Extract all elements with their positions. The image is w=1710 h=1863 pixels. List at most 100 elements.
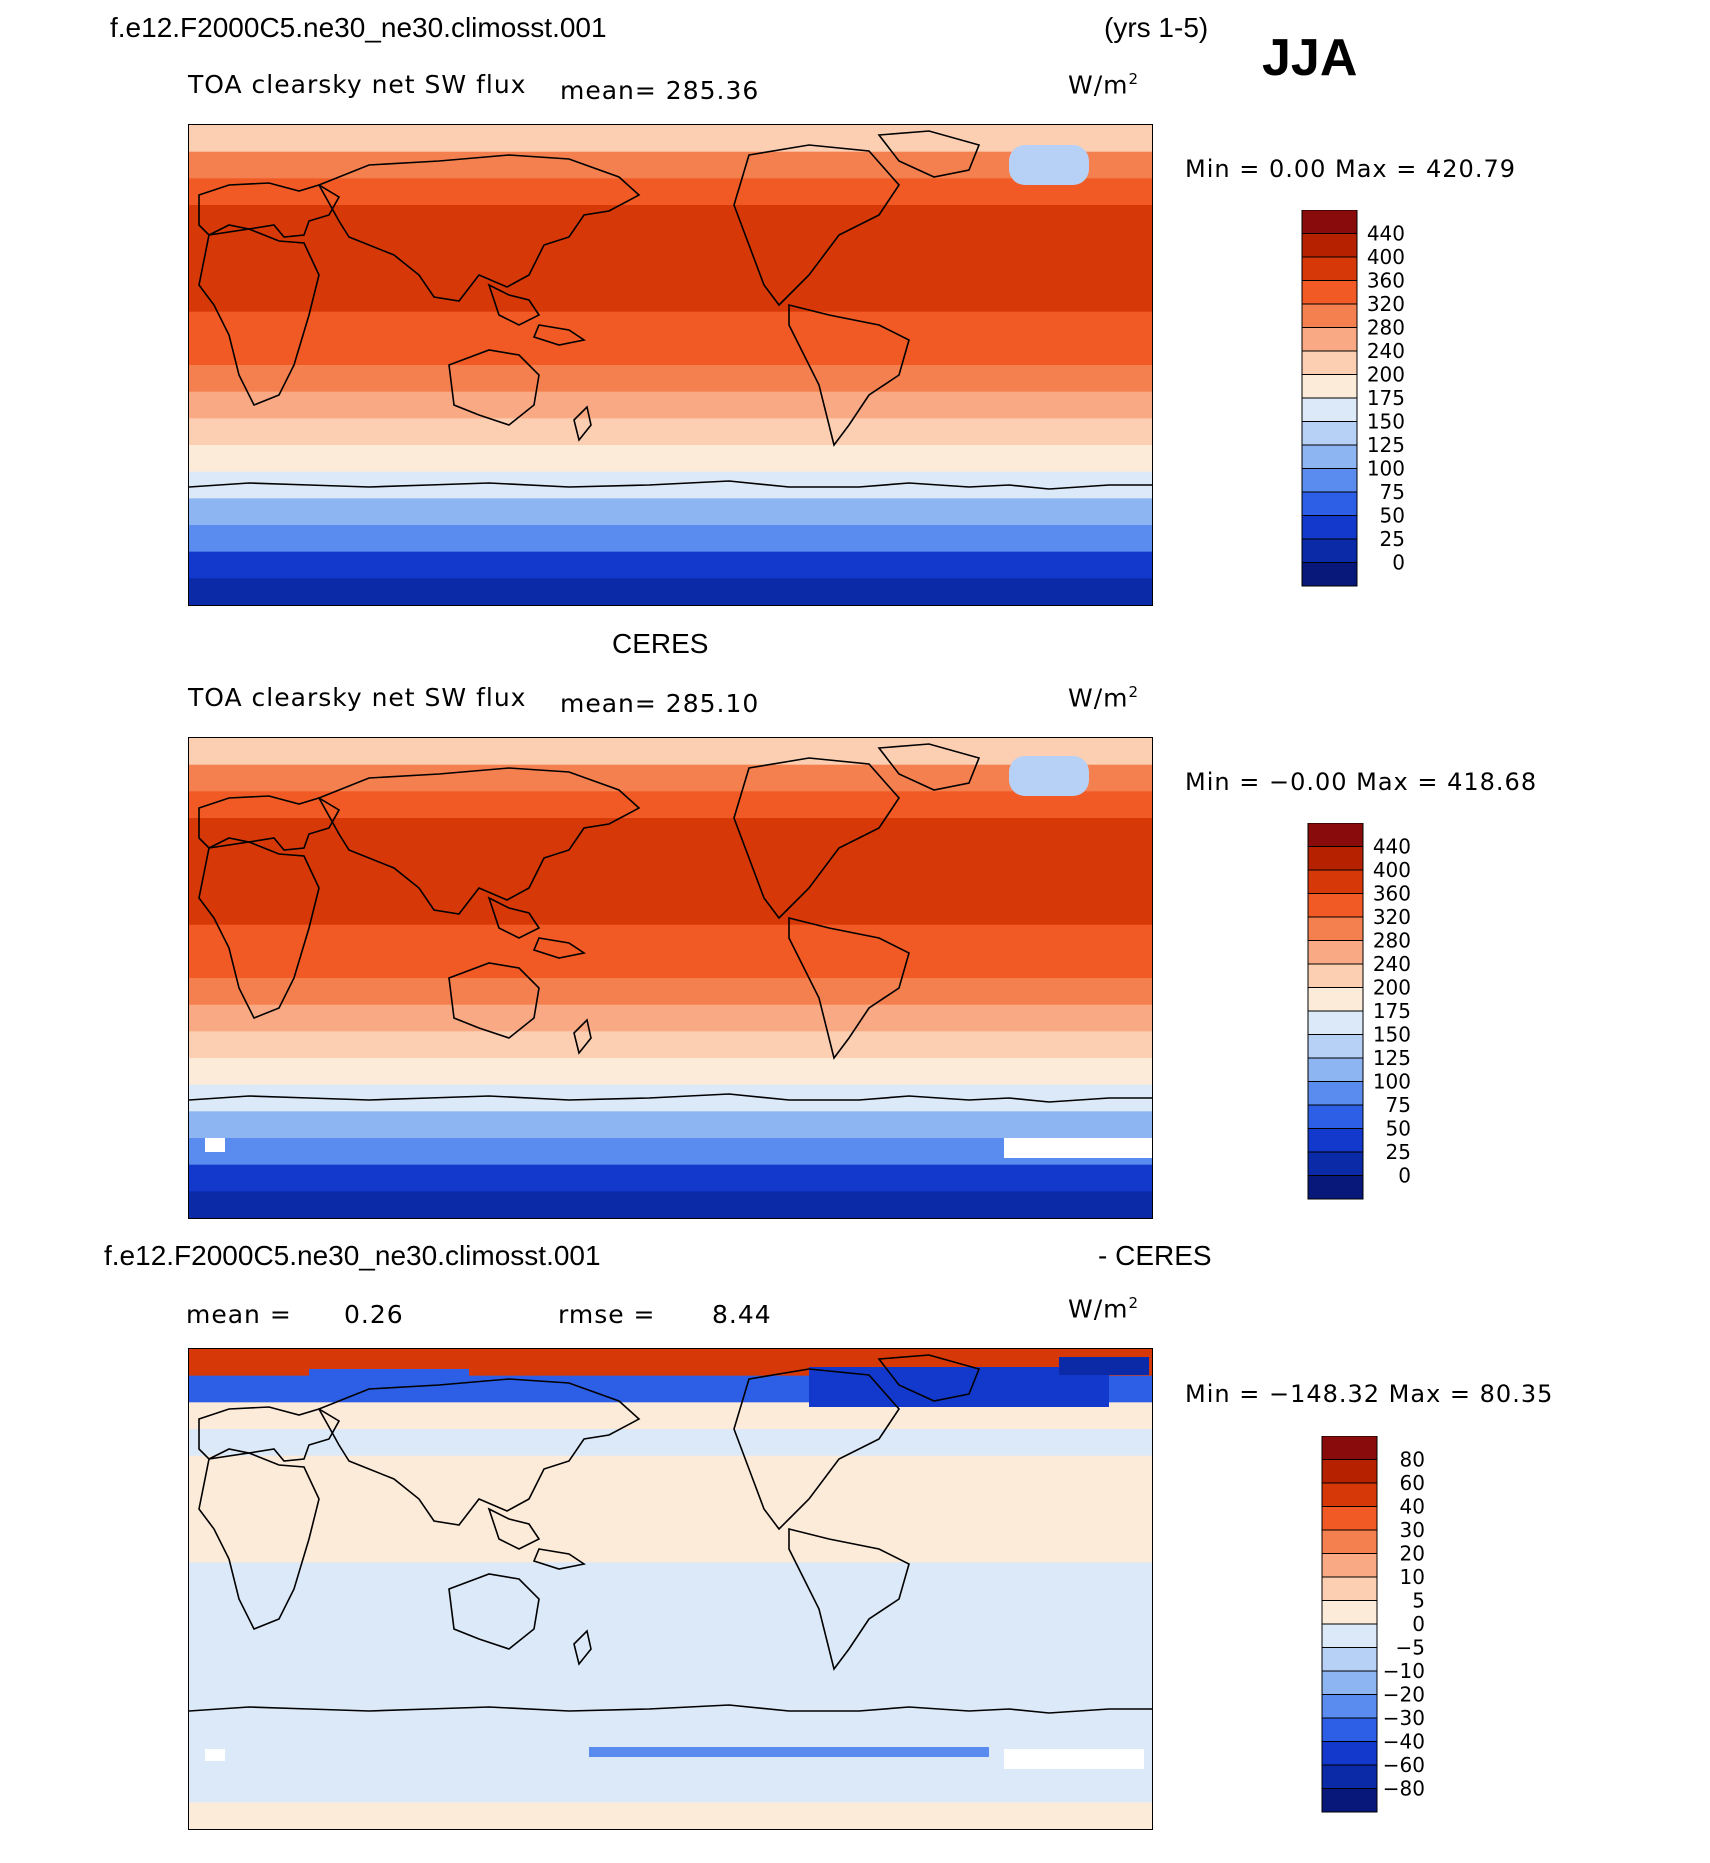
zonal-band-0	[189, 738, 1152, 766]
panel1-map	[188, 124, 1153, 606]
zonal-band-5	[189, 1482, 1152, 1510]
zonal-band-9	[189, 1589, 1152, 1617]
colorbar-tick-label-8: 150	[1367, 410, 1405, 434]
coastline-8	[788, 1527, 910, 1671]
coastline-9	[877, 743, 981, 791]
colorbar-tick-label-3: 320	[1367, 292, 1405, 316]
colorbar-swatch-1	[1321, 1459, 1378, 1484]
zonal-band-3	[189, 818, 1152, 846]
zonal-band-8	[189, 1562, 1152, 1590]
panel3-mean-label: mean =	[186, 1300, 292, 1329]
zonal-band-0	[189, 125, 1152, 153]
anomaly-patch-0	[189, 1349, 1152, 1363]
zonal-band-5	[189, 258, 1152, 286]
coastline-5	[448, 962, 540, 1039]
colorbar-swatch-12	[1321, 1717, 1378, 1742]
colorbar-swatch-2	[1307, 869, 1364, 894]
panel3-minus-ceres: - CERES	[1098, 1240, 1212, 1271]
colorbar-swatch-7	[1321, 1600, 1378, 1625]
colorbar-swatch-5	[1301, 327, 1358, 352]
colorbar-tick-label-10: −20	[1383, 1683, 1425, 1707]
zonal-band-10	[189, 1004, 1152, 1033]
colorbar-tick-label-1: 60	[1400, 1471, 1425, 1495]
zonal-band-4	[189, 231, 1152, 260]
colorbar-swatch-3	[1301, 280, 1358, 305]
colorbar-tick-label-9: 125	[1373, 1046, 1411, 1070]
coastline-6	[573, 1629, 592, 1666]
panel2-mean: mean= 285.10	[560, 689, 760, 718]
colorbar-tick-label-13: 25	[1380, 527, 1405, 551]
zonal-band-9	[189, 365, 1152, 393]
colorbar-swatch-14	[1301, 538, 1358, 563]
coastline-1	[317, 1378, 641, 1526]
colorbar-tick-label-6: 200	[1367, 363, 1405, 387]
colorbar-tick-label-7: 0	[1412, 1612, 1425, 1636]
colorbar-swatch-12	[1307, 1104, 1364, 1129]
colorbar-tick-label-14: 0	[1392, 551, 1405, 575]
coastline-10	[428, 1704, 1152, 1714]
coastline-10	[428, 1093, 1152, 1103]
colorbar-swatch-1	[1307, 846, 1364, 871]
coastlines	[189, 743, 1152, 1103]
panel2-map-plot	[189, 738, 1152, 1218]
panel3-minmax: Min = −148.32 Max = 80.35	[1185, 1380, 1554, 1408]
colorbar-swatch-15	[1301, 562, 1358, 587]
coastline-1	[317, 767, 641, 915]
colorbar-tick-label-2: 40	[1400, 1495, 1425, 1519]
zonal-band-4	[189, 1455, 1152, 1484]
colorbar-tick-label-8: −5	[1396, 1636, 1425, 1660]
coastline-6	[573, 405, 592, 442]
colorbar-swatch-4	[1307, 916, 1364, 941]
coastline-5	[448, 1573, 540, 1650]
zonal-band-12	[189, 445, 1152, 473]
zonal-band-14	[189, 1111, 1152, 1139]
colorbar-swatch-15	[1307, 1175, 1364, 1200]
coastline-7	[733, 1368, 901, 1531]
panel3-case-title: f.e12.F2000C5.ne30_ne30.climosst.001	[104, 1240, 601, 1271]
colorbar-tick-label-1: 400	[1367, 245, 1405, 269]
zonal-band-2	[189, 791, 1152, 819]
coastline-7	[733, 757, 901, 920]
coastline-0	[198, 1406, 341, 1462]
colorbar-swatch-8	[1301, 397, 1358, 422]
coastline-7	[733, 144, 901, 307]
colorbar-tick-label-7: 175	[1367, 386, 1405, 410]
colorbar-tick-label-4: 20	[1400, 1542, 1425, 1566]
colorbar-tick-label-10: 100	[1367, 457, 1405, 481]
panel1-mean: mean= 285.36	[560, 76, 760, 105]
anomaly-patch-4	[205, 1749, 225, 1761]
colorbar-swatch-10	[1307, 1057, 1364, 1082]
colorbar-swatch-8	[1321, 1623, 1378, 1648]
zonal-band-12	[189, 1058, 1152, 1086]
coastline-2	[198, 1452, 320, 1631]
zonal-band-16	[189, 1164, 1152, 1193]
colorbar-tick-label-5: 240	[1367, 339, 1405, 363]
colorbar-swatch-11	[1301, 468, 1358, 493]
colorbar-swatch-3	[1307, 893, 1364, 918]
anomaly-patch-3	[1059, 1357, 1149, 1375]
colorbar-swatch-0	[1321, 1436, 1378, 1460]
anomaly-patch-6	[589, 1747, 989, 1757]
coastline-3	[487, 283, 541, 326]
colorbar-swatch-11	[1307, 1081, 1364, 1106]
colorbar-tick-label-8: 150	[1373, 1023, 1411, 1047]
colorbar-swatch-11	[1321, 1694, 1378, 1719]
panel1-map-plot	[189, 125, 1152, 605]
coastline-8	[788, 916, 910, 1060]
colorbar-swatch-12	[1301, 491, 1358, 516]
panel3-units: W/m2	[1068, 1294, 1140, 1324]
colorbar-swatch-9	[1307, 1034, 1364, 1059]
colorbar-swatch-14	[1321, 1764, 1378, 1789]
panel2-minmax: Min = −0.00 Max = 418.68	[1185, 768, 1538, 796]
coastlines	[189, 1354, 1152, 1714]
zonal-band-14	[189, 1722, 1152, 1750]
anomaly-patch-1	[205, 1138, 225, 1152]
zonal-band-2	[189, 178, 1152, 206]
zonal-band-6	[189, 1509, 1152, 1537]
colorbar-swatch-7	[1307, 987, 1364, 1012]
coastline-1	[317, 154, 641, 302]
zonal-band-16	[189, 551, 1152, 580]
colorbar-swatch-10	[1321, 1670, 1378, 1695]
colorbar-swatch-1	[1301, 233, 1358, 258]
